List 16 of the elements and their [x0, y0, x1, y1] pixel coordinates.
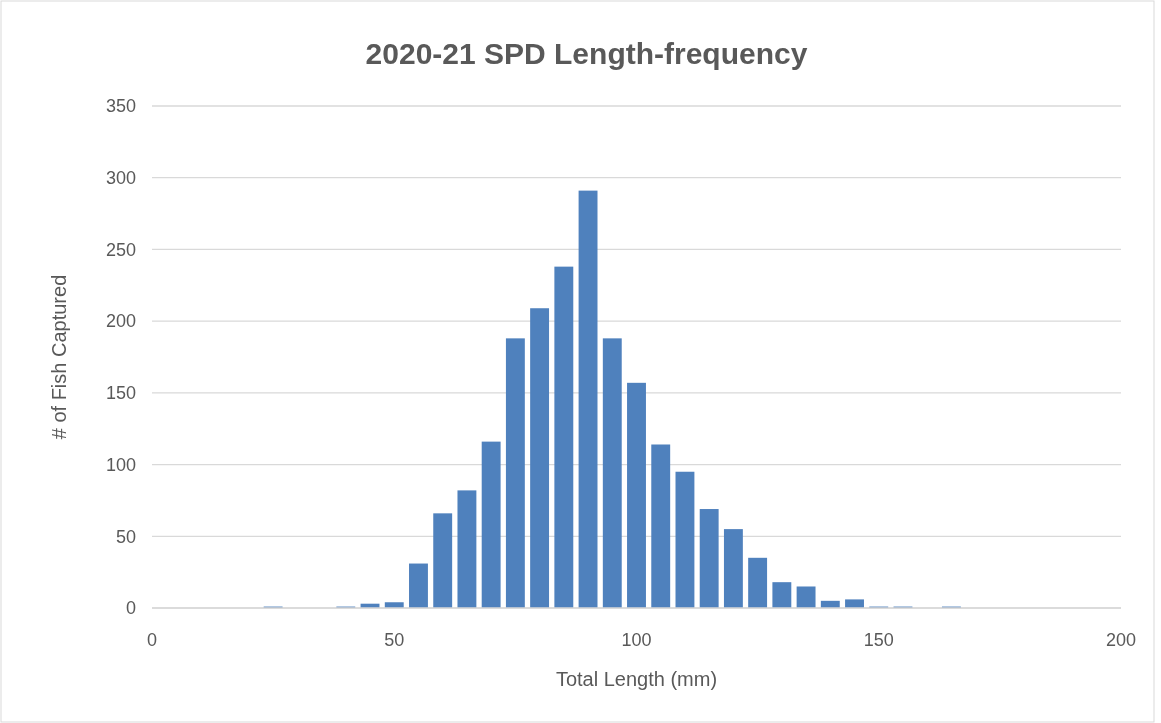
x-tick-label: 200: [1105, 630, 1137, 650]
y-axis-title: # of Fish Captured: [48, 274, 70, 440]
x-axis-title: Total Length (mm): [555, 668, 718, 690]
x-tick-label: 100: [621, 630, 652, 650]
y-tick-label: 300: [105, 168, 136, 189]
x-tick-label: 150: [863, 630, 894, 650]
y-tick-label: 0: [125, 598, 136, 619]
chart-title: 2020-21 SPD Length-frequency: [365, 37, 808, 70]
x-tick-label: 50: [384, 630, 405, 650]
y-tick-label: 100: [105, 454, 136, 475]
y-tick-label: 150: [105, 383, 136, 404]
x-tick-label: 0: [146, 630, 158, 650]
y-tick-label: 200: [105, 311, 136, 332]
y-tick-label: 250: [105, 239, 136, 260]
y-tick-label: 350: [105, 96, 136, 117]
y-tick-label: 50: [115, 526, 136, 547]
